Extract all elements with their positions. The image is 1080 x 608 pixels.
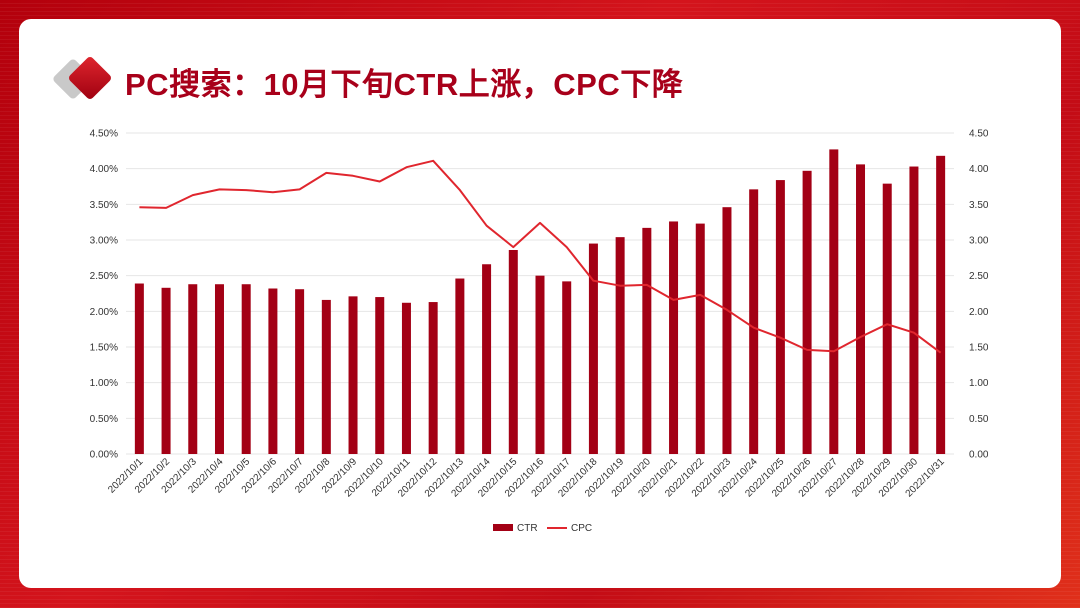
bar-ctr (375, 297, 385, 454)
bar-ctr (562, 281, 572, 454)
y-right-tick-label: 0.00 (969, 450, 989, 461)
bar-ctr (134, 283, 144, 454)
legend-label-ctr: CTR (517, 523, 538, 534)
bar-ctr (535, 275, 545, 454)
bar-ctr (669, 221, 679, 454)
y-right-tick-label: 4.00 (969, 164, 989, 175)
bar-ctr (508, 249, 518, 454)
bar-ctr (321, 299, 331, 454)
bar-ctr (802, 170, 812, 454)
bar-ctr (936, 155, 946, 454)
y-left-tick-label: 3.00% (90, 236, 118, 247)
y-right-tick-label: 0.50 (969, 414, 989, 425)
y-right-tick-label: 2.00 (969, 307, 989, 318)
line-cpc (139, 159, 942, 354)
bar-ctr (722, 207, 732, 454)
y-left-tick-label: 2.00% (90, 307, 118, 318)
bar-ctr (775, 180, 785, 454)
bar-ctr (882, 183, 892, 454)
bar-ctr (188, 284, 198, 454)
y-left-tick-label: 4.00% (90, 164, 118, 175)
bar-ctr (482, 264, 492, 454)
slide-title: PC搜索：10月下旬CTR上涨，CPC下降 (125, 67, 684, 102)
y-left-tick-label: 0.50% (90, 414, 118, 425)
y-right-tick-label: 3.00 (969, 236, 989, 247)
y-right-tick-label: 1.50 (969, 343, 989, 354)
bar-ctr (241, 284, 251, 454)
y-right-tick-label: 3.50 (969, 200, 989, 211)
y-right-tick-label: 2.50 (969, 271, 989, 282)
legend-swatch-ctr (493, 524, 513, 531)
bar-ctr (455, 278, 465, 454)
bar-ctr (268, 288, 278, 454)
bar-ctr (401, 302, 411, 454)
bar-ctr (829, 149, 839, 454)
bar-ctr (295, 289, 305, 454)
bar-ctr (695, 223, 705, 454)
y-left-tick-label: 2.50% (90, 271, 118, 282)
y-right-tick-label: 1.00 (969, 378, 989, 389)
bar-ctr (642, 227, 652, 454)
y-left-tick-label: 0.00% (90, 450, 118, 461)
bar-ctr (615, 237, 625, 454)
y-right-tick-label: 4.50 (969, 129, 989, 140)
bar-ctr (749, 189, 759, 454)
bar-ctr (588, 243, 598, 454)
bar-ctr (856, 164, 866, 455)
y-left-tick-label: 1.50% (90, 343, 118, 354)
bar-ctr (214, 284, 224, 454)
bar-ctr (428, 302, 438, 454)
bar-ctr (909, 166, 919, 454)
legend-label-cpc: CPC (571, 523, 592, 534)
bar-ctr (161, 287, 171, 454)
y-left-tick-label: 4.50% (90, 129, 118, 140)
bar-ctr (348, 296, 358, 454)
y-left-tick-label: 1.00% (90, 378, 118, 389)
y-left-tick-label: 3.50% (90, 200, 118, 211)
